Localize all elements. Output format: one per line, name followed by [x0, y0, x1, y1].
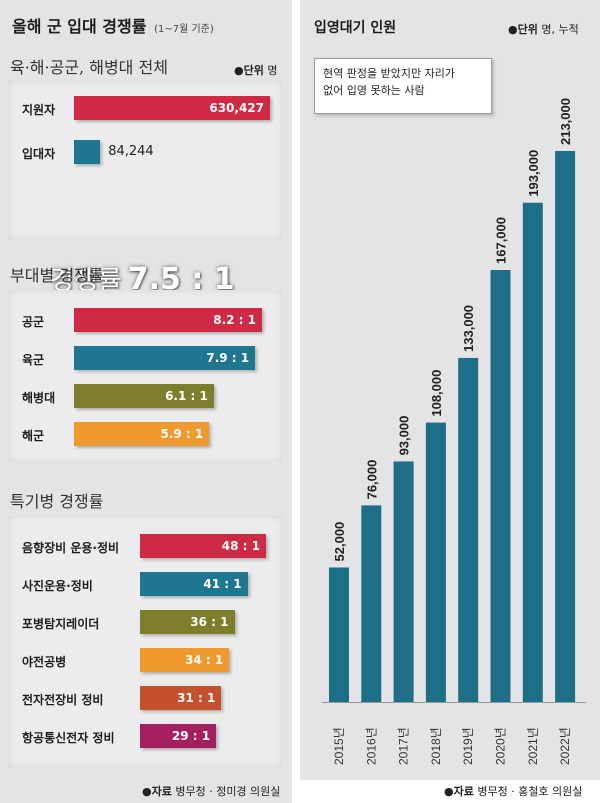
- branch-rows-bar-1: 7.9 : 1: [74, 346, 256, 370]
- waiting-year-0: 2015년: [332, 727, 346, 765]
- specialty-rows-bar-1: 41 : 1: [140, 572, 248, 596]
- specialty-rows-label-4: 전자전장비 정비: [22, 693, 104, 707]
- specialty-rows-label-3: 야전공병: [22, 655, 67, 669]
- specialty-rows-label-1: 사진운용·정비: [22, 579, 93, 593]
- waiting-value-5: 167,000: [494, 217, 509, 264]
- branch-section-title: 부대별 경쟁률: [10, 266, 104, 285]
- waiting-value-7: 213,000: [558, 98, 573, 145]
- main-title: 올해 군 입대 경쟁률 (1~7월 기준): [12, 17, 214, 36]
- branch-rows-value-1: 7.9 : 1: [206, 351, 250, 365]
- branch-rows-value-2: 6.1 : 1: [165, 389, 208, 403]
- note-line-2: 없어 입영 못하는 사람: [323, 84, 425, 97]
- waiting-bar-6: [522, 202, 543, 702]
- waiting-bar-1: [361, 505, 382, 702]
- waiting-value-3: 108,000: [429, 370, 444, 417]
- waiting-value-0: 52,000: [332, 522, 347, 562]
- specialty-rows-bar-5: 29 : 1: [140, 724, 217, 748]
- right-infographic: 52,000 2015년 76,000 2016년 93,000 2017년 108,000…: [300, 0, 600, 780]
- note-line-1: 현역 판정을 받았지만 자리가: [323, 67, 455, 80]
- branch-rows-label-0: 공군: [22, 315, 45, 329]
- waiting-bar-3: [425, 422, 446, 702]
- specialty-panel: 음향장비 운용·정비 48 : 1 사진운용·정비 41 : 1 포병탐지레이더 36 :…: [8, 516, 282, 768]
- specialty-rows-value-0: 48 : 1: [221, 539, 260, 553]
- branch-rows-value-0: 8.2 : 1: [213, 313, 256, 327]
- overall-unit: ●단위 명: [234, 64, 278, 77]
- overall-rows-label-1: 입대자: [22, 147, 56, 161]
- waiting-year-2: 2017년: [397, 727, 411, 765]
- right-source: ●자료 병무청 · 홍철호 의원실: [444, 785, 583, 798]
- waiting-year-3: 2018년: [429, 727, 443, 765]
- specialty-rows-bar-4: 31 : 1: [140, 686, 222, 710]
- specialty-rows-label-0: 음향장비 운용·정비: [22, 541, 120, 555]
- waiting-bar-0: [329, 567, 349, 702]
- overall-panel: 지원자 630,427 입대자 84,244 경쟁률 7.5 : 1: [8, 80, 282, 297]
- overall-rows-bar-1: [74, 140, 101, 164]
- branch-rows-label-3: 해군: [22, 429, 45, 443]
- waiting-year-7: 2022년: [558, 727, 572, 765]
- right-unit: ●단위 명, 누적: [508, 23, 579, 36]
- specialty-rows-value-1: 41 : 1: [203, 577, 242, 591]
- waiting-value-2: 93,000: [397, 416, 412, 456]
- specialty-rows-bar-2: 36 : 1: [140, 610, 235, 634]
- left-infographic: 올해 군 입대 경쟁률 (1~7월 기준) 육·해·공군, 해병대 전체 ●단위…: [0, 0, 292, 803]
- left-source: ●자료 병무청 · 정미경 의원실: [142, 785, 281, 798]
- waiting-year-1: 2016년: [364, 727, 378, 765]
- specialty-rows-value-2: 36 : 1: [190, 615, 229, 629]
- waiting-chart: 52,000 2015년 76,000 2016년 93,000 2017년 108,000…: [322, 98, 586, 765]
- specialty-rows-label-2: 포병탐지레이더: [22, 617, 100, 631]
- waiting-value-4: 133,000: [461, 305, 476, 352]
- specialty-rows-bar-3: 34 : 1: [140, 648, 230, 672]
- specialty-rows-label-5: 항공통신전자 정비: [22, 731, 115, 745]
- waiting-value-1: 76,000: [364, 460, 379, 500]
- branch-rows-label-1: 육군: [22, 353, 45, 367]
- definition-note: 현역 판정을 받았지만 자리가 없어 입영 못하는 사람: [314, 58, 492, 114]
- branch-rows-value-3: 5.9 : 1: [160, 427, 204, 441]
- specialty-rows-value-3: 34 : 1: [185, 653, 224, 667]
- overall-rows-value-0: 630,427: [209, 101, 264, 115]
- overall-rows-label-0: 지원자: [22, 103, 56, 117]
- waiting-bar-7: [555, 151, 576, 702]
- branch-panel: 공군 8.2 : 1 육군 7.9 : 1 해병대 6.1 : 1 해군 5.9 : 1: [8, 290, 282, 462]
- overall-rows-bar-0: 630,427: [74, 96, 270, 120]
- waiting-bar-4: [458, 357, 479, 702]
- branch-rows-label-2: 해병대: [22, 391, 56, 405]
- specialty-rows-bar-0: 48 : 1: [140, 534, 266, 558]
- branch-rows-bar-3: 5.9 : 1: [74, 422, 210, 446]
- waiting-bar-2: [393, 461, 414, 702]
- waiting-bar-5: [490, 269, 511, 702]
- overall-rows-value-1: 84,244: [108, 144, 154, 159]
- overall-section-title: 육·해·공군, 해병대 전체: [10, 58, 168, 77]
- specialty-rows-value-5: 29 : 1: [171, 729, 211, 743]
- branch-rows-bar-2: 6.1 : 1: [74, 384, 214, 408]
- waiting-year-4: 2019년: [461, 727, 475, 765]
- right-title: 입영대기 인원: [314, 20, 397, 36]
- waiting-value-6: 193,000: [526, 150, 541, 197]
- specialty-section-title: 특기병 경쟁률: [10, 492, 104, 511]
- branch-rows-bar-0: 8.2 : 1: [74, 308, 262, 332]
- specialty-rows-value-4: 31 : 1: [177, 691, 216, 705]
- waiting-year-5: 2020년: [494, 727, 508, 765]
- main-subtitle: (1~7월 기준): [154, 24, 214, 35]
- waiting-year-6: 2021년: [526, 727, 540, 765]
